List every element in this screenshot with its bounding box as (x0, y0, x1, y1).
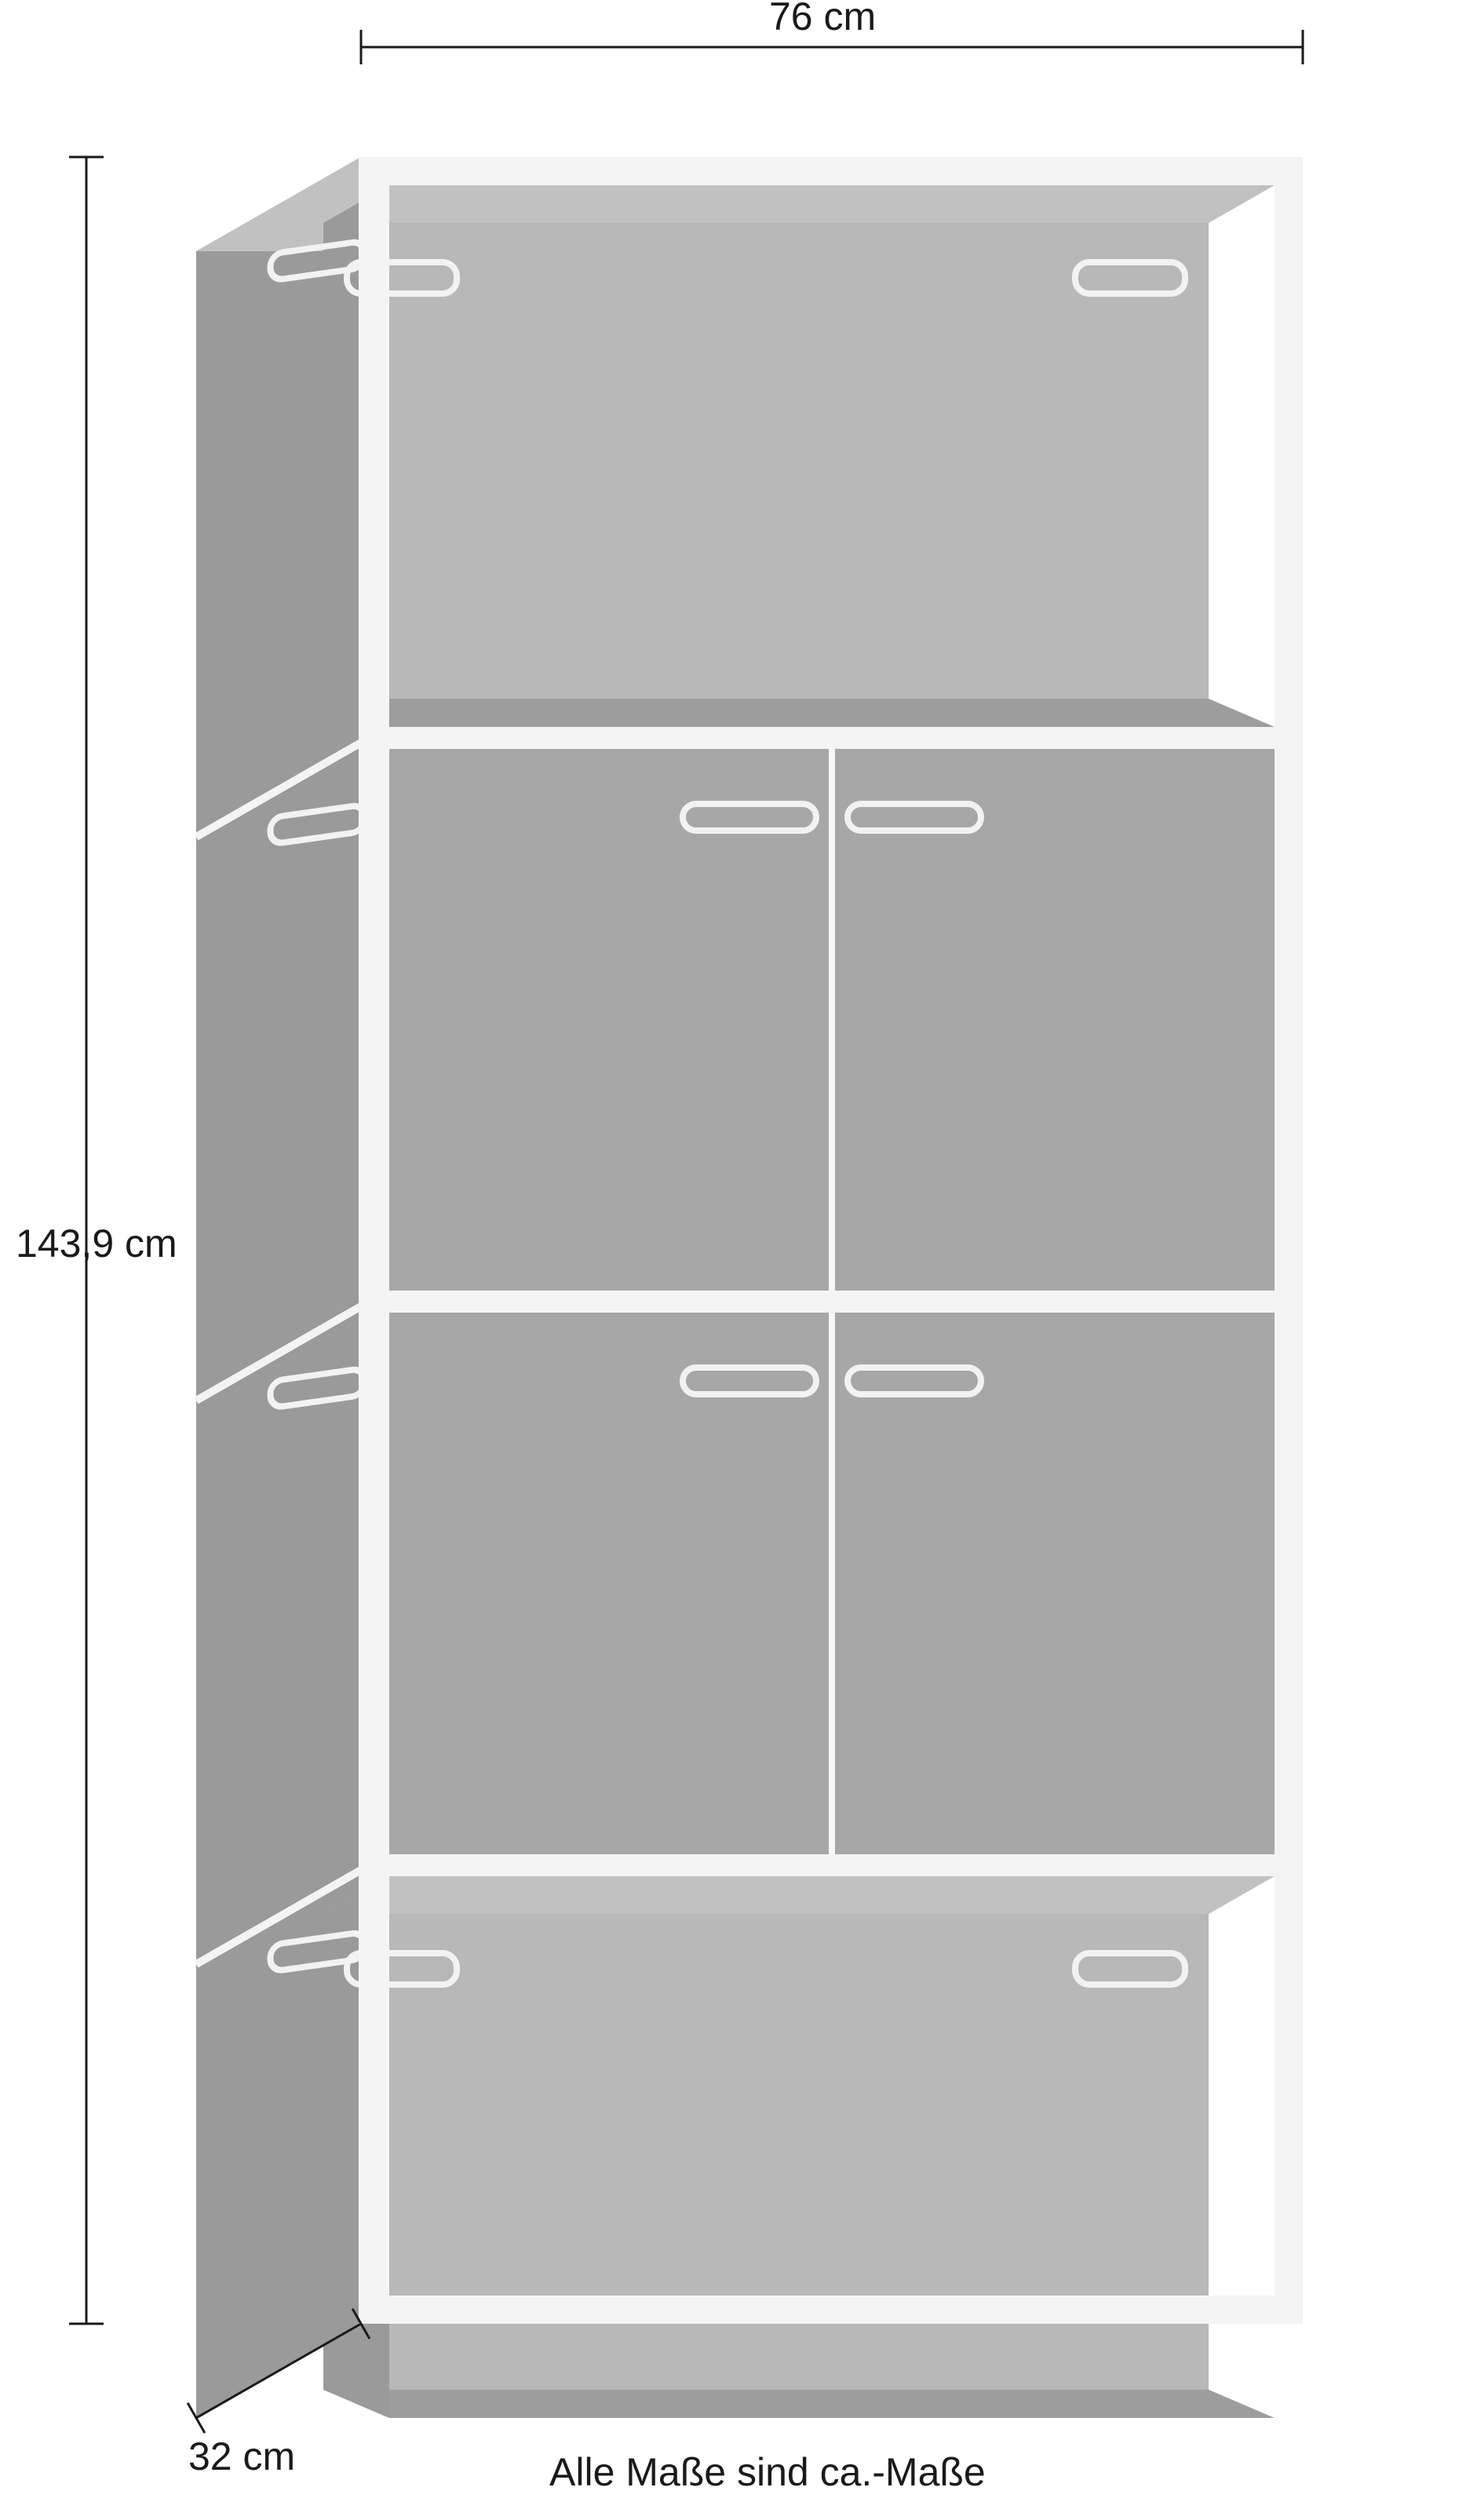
diagram-svg (0, 0, 1477, 2520)
diagram-caption: Alle Maße sind ca.-Maße (549, 2449, 986, 2495)
diagram-stage: 76 cm 143,9 cm 32 cm Alle Maße sind ca.-… (0, 0, 1477, 2520)
dimension-width-label: 76 cm (769, 0, 876, 39)
dimension-depth-label: 32 cm (188, 2434, 295, 2479)
dimension-height-label: 143,9 cm (16, 1221, 177, 1266)
